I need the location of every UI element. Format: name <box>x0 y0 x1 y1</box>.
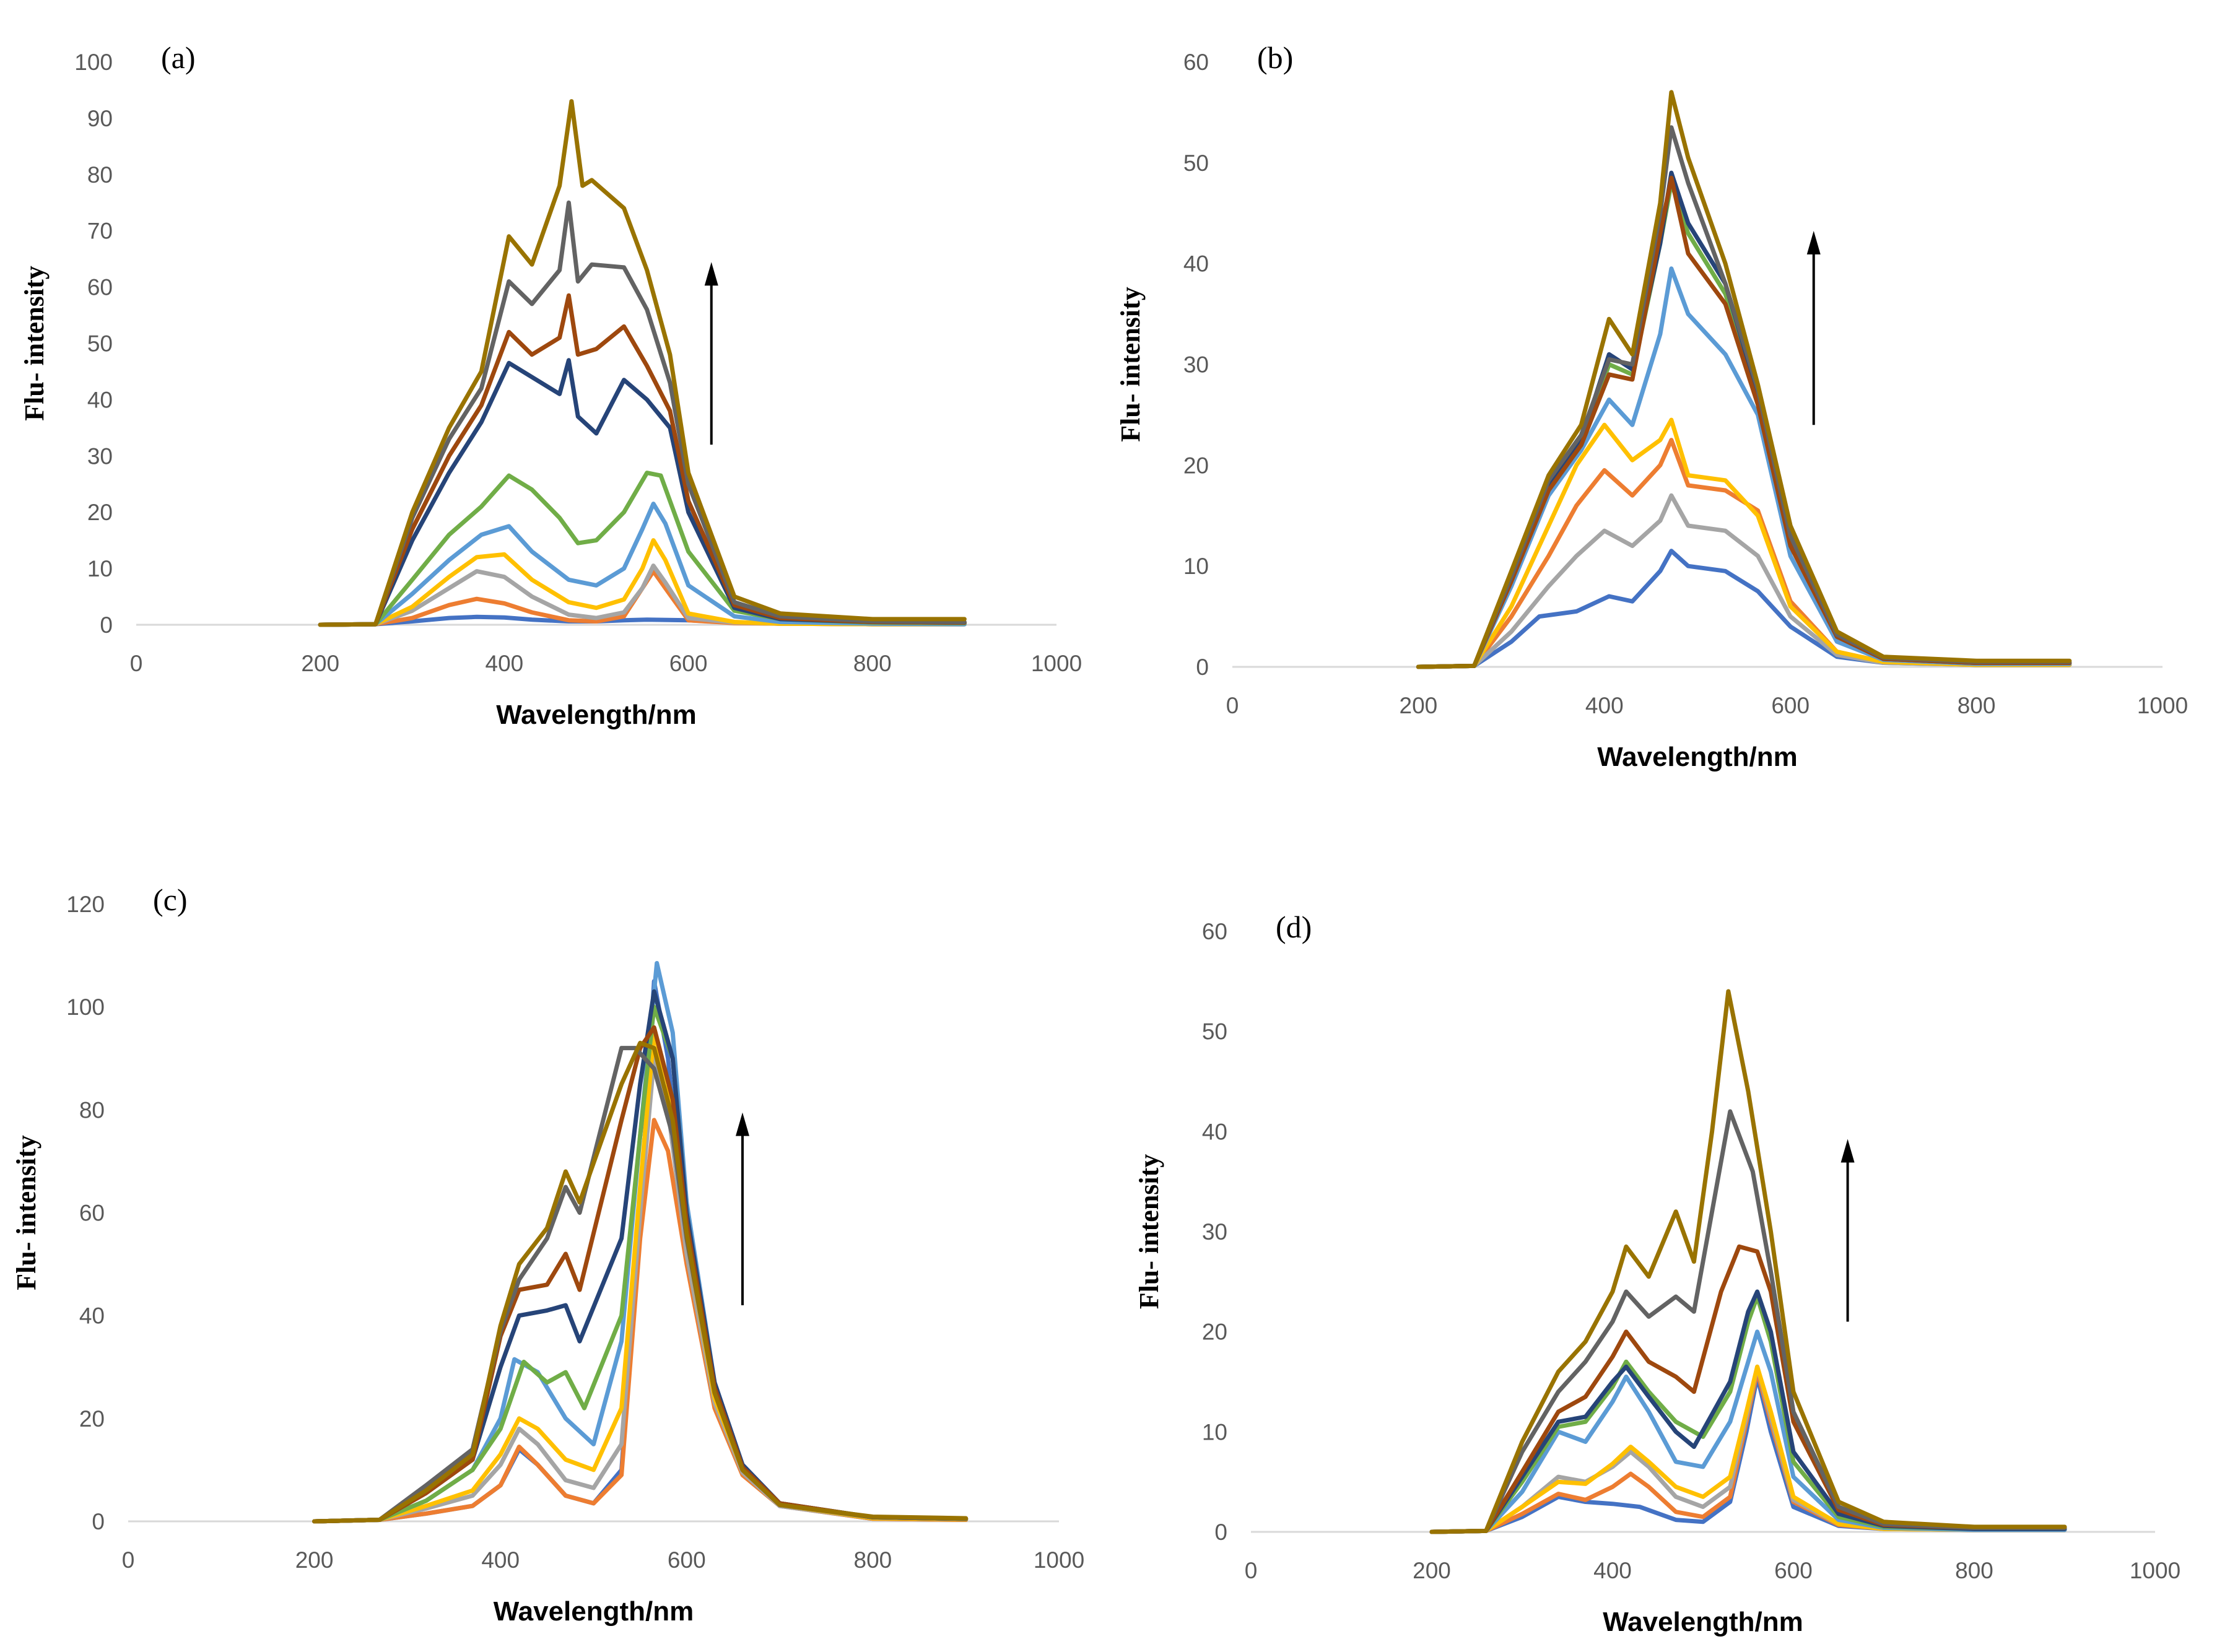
y-tick-label: 10 <box>87 556 113 581</box>
y-axis-title: Flu- intensity <box>19 266 50 421</box>
y-tick-label: 70 <box>87 219 113 244</box>
series-line-10 <box>1416 90 2072 669</box>
y-tick-label: 20 <box>1183 453 1209 478</box>
y-tick-label: 100 <box>74 50 113 75</box>
x-tick-label: 0 <box>122 1547 135 1573</box>
series-line-5 <box>318 502 967 627</box>
series-line-9 <box>1429 1109 2067 1534</box>
increase-arrow-icon <box>704 262 718 445</box>
y-tick-label: 30 <box>1202 1219 1227 1245</box>
y-tick-label: 20 <box>79 1406 105 1432</box>
series-line-10 <box>318 99 967 627</box>
series-line-3 <box>1416 493 2072 669</box>
increase-arrow-icon <box>735 1112 749 1306</box>
series-line-4 <box>1416 417 2072 669</box>
series-line-3 <box>1429 1364 2067 1534</box>
x-tick-label: 600 <box>668 1547 706 1573</box>
series-line-5 <box>1429 1329 2067 1534</box>
x-axis-title: Wavelength/nm <box>1597 742 1798 772</box>
y-axis-title: Flu- intensity <box>1134 1154 1164 1310</box>
series-line-6 <box>318 471 967 627</box>
x-tick-label: 600 <box>669 651 708 676</box>
y-tick-label: 40 <box>1183 251 1209 277</box>
y-tick-label: 80 <box>87 162 113 188</box>
y-tick-label: 40 <box>79 1303 105 1329</box>
x-tick-label: 400 <box>481 1547 520 1573</box>
x-tick-label: 400 <box>486 651 524 676</box>
y-tick-label: 40 <box>87 387 113 412</box>
x-axis-title: Wavelength/nm <box>1603 1607 1803 1637</box>
series-line-4 <box>1429 1364 2067 1534</box>
y-tick-label: 20 <box>1202 1319 1227 1345</box>
x-tick-label: 0 <box>1245 1558 1258 1583</box>
x-tick-label: 400 <box>1593 1558 1632 1583</box>
y-tick-label: 0 <box>92 1509 105 1534</box>
y-tick-label: 30 <box>1183 352 1209 378</box>
x-tick-label: 200 <box>1400 693 1438 718</box>
y-tick-label: 80 <box>79 1097 105 1123</box>
series-line-10 <box>312 1040 969 1524</box>
x-tick-label: 1000 <box>1031 651 1082 676</box>
y-tick-label: 0 <box>100 612 113 638</box>
x-tick-label: 800 <box>1958 693 1996 718</box>
x-tick-label: 1000 <box>2137 693 2188 718</box>
y-tick-label: 90 <box>87 106 113 131</box>
y-axis-title: Flu- intensity <box>11 1135 41 1290</box>
y-axis-title: Flu- intensity <box>1115 287 1146 442</box>
panel-label: (b) <box>1257 40 1293 75</box>
increase-arrow-icon <box>1840 1139 1855 1322</box>
y-tick-label: 60 <box>79 1201 105 1226</box>
x-tick-label: 200 <box>301 651 339 676</box>
panel-label: (c) <box>153 882 188 917</box>
panel-label: (a) <box>161 40 196 75</box>
x-tick-label: 800 <box>854 1547 892 1573</box>
x-tick-label: 800 <box>1955 1558 1993 1583</box>
x-tick-label: 600 <box>1771 693 1810 718</box>
y-tick-label: 120 <box>66 892 105 917</box>
x-tick-label: 0 <box>1226 693 1239 718</box>
y-tick-label: 60 <box>1183 50 1209 75</box>
y-tick-label: 30 <box>87 443 113 469</box>
y-tick-label: 0 <box>1196 654 1209 680</box>
y-tick-label: 20 <box>87 500 113 525</box>
series-line-4 <box>318 538 967 627</box>
y-tick-label: 0 <box>1214 1519 1227 1545</box>
x-tick-label: 600 <box>1774 1558 1813 1583</box>
series-line-7 <box>1429 1289 2067 1534</box>
series-line-6 <box>1429 1294 2067 1534</box>
y-tick-label: 60 <box>1202 919 1227 944</box>
series-line-7 <box>318 358 967 627</box>
chart-panel-a: 0 200 400 600 800 1000 0 10 20 30 40 50 60 70 80 90 100 W… <box>19 40 1082 730</box>
x-tick-label: 800 <box>853 651 892 676</box>
y-tick-label: 10 <box>1202 1419 1227 1445</box>
series-line-10 <box>1429 989 2067 1534</box>
x-tick-label: 1000 <box>1034 1547 1084 1573</box>
series-line-8 <box>1429 1244 2067 1534</box>
increase-arrow-icon <box>1806 230 1821 425</box>
series-line-9 <box>1416 125 2072 669</box>
x-axis-title: Wavelength/nm <box>494 1596 694 1627</box>
panel-label: (d) <box>1276 910 1312 944</box>
series-line-4 <box>312 1030 969 1524</box>
x-tick-label: 1000 <box>2130 1558 2180 1583</box>
series-line-9 <box>318 200 967 627</box>
y-tick-label: 100 <box>66 994 105 1020</box>
y-tick-label: 50 <box>1202 1019 1227 1045</box>
x-tick-label: 200 <box>295 1547 334 1573</box>
y-tick-label: 40 <box>1202 1119 1227 1144</box>
x-tick-label: 0 <box>130 651 143 676</box>
x-axis-title: Wavelength/nm <box>496 700 697 730</box>
series-line-8 <box>318 293 967 627</box>
x-tick-label: 200 <box>1413 1558 1451 1583</box>
y-tick-label: 60 <box>87 275 113 300</box>
y-tick-label: 50 <box>1183 150 1209 176</box>
x-tick-label: 400 <box>1585 693 1624 718</box>
y-tick-label: 10 <box>1183 554 1209 579</box>
chart-panel-b: 0 200 400 600 800 1000 0 10 20 30 40 50 60 Wavelength… <box>1115 40 2188 772</box>
y-tick-label: 50 <box>87 331 113 357</box>
chart-panel-c: 0 200 400 600 800 1000 0 20 40 60 80 100 120 Waveleng… <box>11 882 1084 1627</box>
chart-panel-d: 0 200 400 600 800 1000 0 10 20 30 40 50 60 Wavelength… <box>1134 910 2180 1637</box>
